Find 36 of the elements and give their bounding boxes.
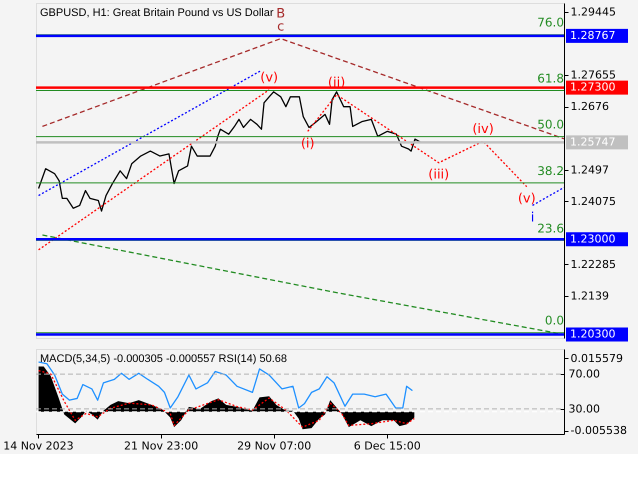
- y-tick-label: 1.2676: [570, 100, 609, 114]
- ref-line-label: 1.28767: [570, 28, 616, 42]
- ref-line-label: 1.23000: [570, 232, 616, 246]
- annotation: (v): [518, 192, 536, 207]
- y-tick-label: -0.005538: [570, 424, 627, 438]
- y2-tick-label: 30.00: [568, 402, 600, 416]
- x-tick-label: 14 Nov 2023: [3, 440, 74, 452]
- annotation: 38.2: [537, 164, 564, 178]
- ref-line-label: 1.25747: [570, 135, 616, 148]
- y-tick-label: 0.015579: [570, 352, 623, 365]
- y2-tick-label: 70.00: [568, 368, 600, 381]
- ref-line-label: 1.20300: [570, 327, 616, 340]
- x-tick-label: 29 Nov 07:00: [237, 440, 312, 452]
- annotation: (v): [260, 70, 278, 86]
- x-tick-label: 21 Nov 23:00: [124, 440, 198, 452]
- annotation: (i): [300, 136, 315, 152]
- annotation: B: [276, 6, 286, 22]
- y-tick-label: 1.24075: [570, 194, 616, 208]
- annotation: 76.0: [537, 16, 564, 30]
- x-tick-label: 6 Dec 15:00: [354, 440, 421, 452]
- annotation: 61.8: [537, 71, 564, 86]
- annotation: 23.6: [537, 221, 564, 236]
- annotation: 50.0: [537, 118, 564, 132]
- annotation: i: [530, 210, 534, 226]
- y-tick-label: 1.2497: [570, 163, 609, 176]
- annotation: 0.0: [544, 314, 564, 328]
- chart-title: MACD(5,34,5) -0.000305 -0.000557 RSI(14) 50.68: [40, 353, 288, 365]
- y-tick-label: 1.27655: [570, 68, 616, 82]
- y-tick-label: 1.29445: [570, 5, 616, 18]
- ref-line-label: 1.27300: [570, 80, 616, 94]
- y-tick-label: 1.2139: [570, 290, 609, 303]
- y-tick-label: 1.22285: [570, 258, 616, 271]
- annotation: (iii): [428, 168, 450, 183]
- annotation: (iv): [472, 122, 494, 138]
- annotation: c: [277, 20, 284, 35]
- chart-title: GBPUSD, H1: Great Britain Pound vs US Dollar: [40, 7, 274, 19]
